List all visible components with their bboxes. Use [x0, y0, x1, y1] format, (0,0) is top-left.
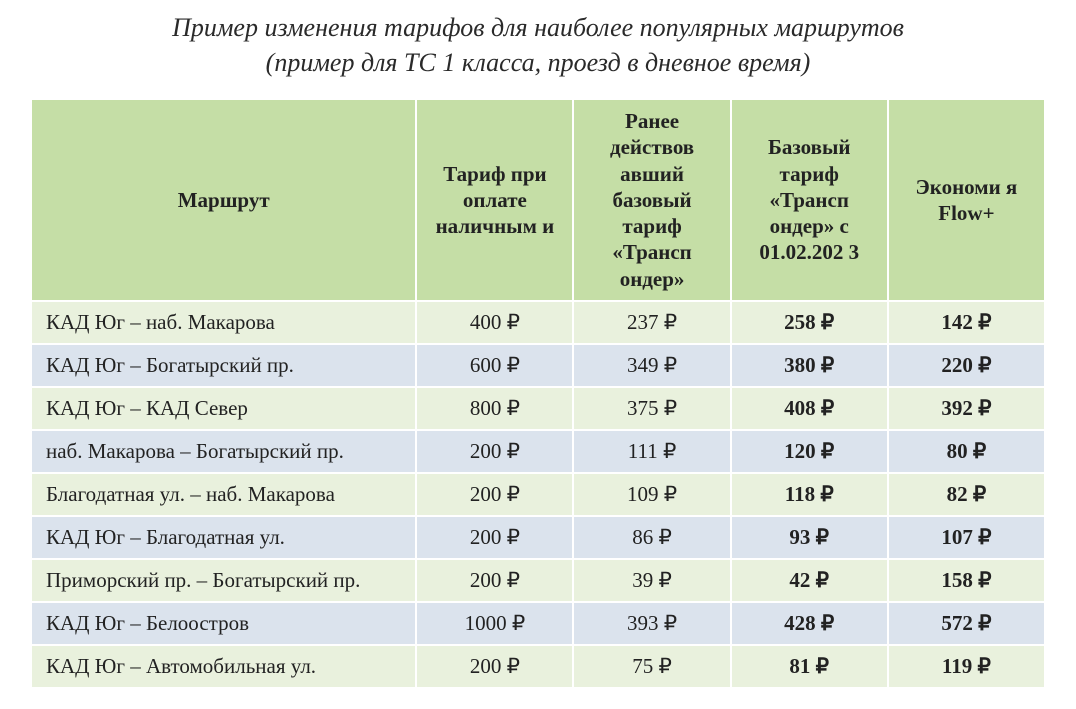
- th-new-base: Базовый тариф «Трансп ондер» с 01.02.202…: [731, 99, 888, 301]
- cell-value: 142 ₽: [888, 301, 1045, 344]
- cell-value: 93 ₽: [731, 516, 888, 559]
- cell-value: 200 ₽: [416, 645, 573, 688]
- cell-route: КАД Юг – Белоостров: [31, 602, 416, 645]
- cell-value: 107 ₽: [888, 516, 1045, 559]
- cell-value: 120 ₽: [731, 430, 888, 473]
- cell-route: КАД Юг – наб. Макарова: [31, 301, 416, 344]
- cell-value: 408 ₽: [731, 387, 888, 430]
- cell-value: 1000 ₽: [416, 602, 573, 645]
- cell-value: 200 ₽: [416, 430, 573, 473]
- cell-value: 200 ₽: [416, 516, 573, 559]
- cell-route: КАД Юг – Богатырский пр.: [31, 344, 416, 387]
- cell-value: 349 ₽: [573, 344, 730, 387]
- cell-value: 119 ₽: [888, 645, 1045, 688]
- table-row: наб. Макарова – Богатырский пр.200 ₽111 …: [31, 430, 1045, 473]
- table-row: Приморский пр. – Богатырский пр.200 ₽39 …: [31, 559, 1045, 602]
- th-cash: Тариф при оплате наличным и: [416, 99, 573, 301]
- cell-value: 39 ₽: [573, 559, 730, 602]
- cell-route: КАД Юг – Благодатная ул.: [31, 516, 416, 559]
- table-header-row: Маршрут Тариф при оплате наличным и Ране…: [31, 99, 1045, 301]
- cell-value: 80 ₽: [888, 430, 1045, 473]
- page-title: Пример изменения тарифов для наиболее по…: [30, 10, 1046, 80]
- cell-value: 375 ₽: [573, 387, 730, 430]
- table-row: Благодатная ул. – наб. Макарова200 ₽109 …: [31, 473, 1045, 516]
- cell-value: 200 ₽: [416, 473, 573, 516]
- cell-value: 118 ₽: [731, 473, 888, 516]
- cell-route: КАД Юг – КАД Север: [31, 387, 416, 430]
- cell-value: 600 ₽: [416, 344, 573, 387]
- cell-value: 82 ₽: [888, 473, 1045, 516]
- cell-value: 220 ₽: [888, 344, 1045, 387]
- cell-value: 111 ₽: [573, 430, 730, 473]
- cell-value: 237 ₽: [573, 301, 730, 344]
- table-row: КАД Юг – наб. Макарова400 ₽237 ₽258 ₽142…: [31, 301, 1045, 344]
- table-row: КАД Юг – Богатырский пр.600 ₽349 ₽380 ₽2…: [31, 344, 1045, 387]
- cell-route: Благодатная ул. – наб. Макарова: [31, 473, 416, 516]
- title-line-2: (пример для ТС 1 класса, проезд в дневно…: [266, 48, 811, 77]
- cell-value: 42 ₽: [731, 559, 888, 602]
- cell-value: 109 ₽: [573, 473, 730, 516]
- cell-route: КАД Юг – Автомобильная ул.: [31, 645, 416, 688]
- tariff-document: Пример изменения тарифов для наиболее по…: [0, 0, 1076, 709]
- table-row: КАД Юг – Белоостров1000 ₽393 ₽428 ₽572 ₽: [31, 602, 1045, 645]
- title-line-1: Пример изменения тарифов для наиболее по…: [172, 13, 904, 42]
- cell-value: 428 ₽: [731, 602, 888, 645]
- cell-value: 81 ₽: [731, 645, 888, 688]
- cell-value: 800 ₽: [416, 387, 573, 430]
- cell-value: 75 ₽: [573, 645, 730, 688]
- table-row: КАД Юг – Благодатная ул.200 ₽86 ₽93 ₽107…: [31, 516, 1045, 559]
- cell-route: наб. Макарова – Богатырский пр.: [31, 430, 416, 473]
- table-row: КАД Юг – КАД Север800 ₽375 ₽408 ₽392 ₽: [31, 387, 1045, 430]
- th-route: Маршрут: [31, 99, 416, 301]
- cell-value: 392 ₽: [888, 387, 1045, 430]
- th-flow: Экономи я Flow+: [888, 99, 1045, 301]
- tariff-table: Маршрут Тариф при оплате наличным и Ране…: [30, 98, 1046, 689]
- cell-value: 400 ₽: [416, 301, 573, 344]
- table-row: КАД Юг – Автомобильная ул.200 ₽75 ₽81 ₽1…: [31, 645, 1045, 688]
- cell-value: 200 ₽: [416, 559, 573, 602]
- cell-value: 393 ₽: [573, 602, 730, 645]
- cell-value: 158 ₽: [888, 559, 1045, 602]
- th-old-base: Ранее действов авший базовый тариф «Тран…: [573, 99, 730, 301]
- cell-value: 572 ₽: [888, 602, 1045, 645]
- cell-value: 380 ₽: [731, 344, 888, 387]
- cell-value: 86 ₽: [573, 516, 730, 559]
- cell-route: Приморский пр. – Богатырский пр.: [31, 559, 416, 602]
- cell-value: 258 ₽: [731, 301, 888, 344]
